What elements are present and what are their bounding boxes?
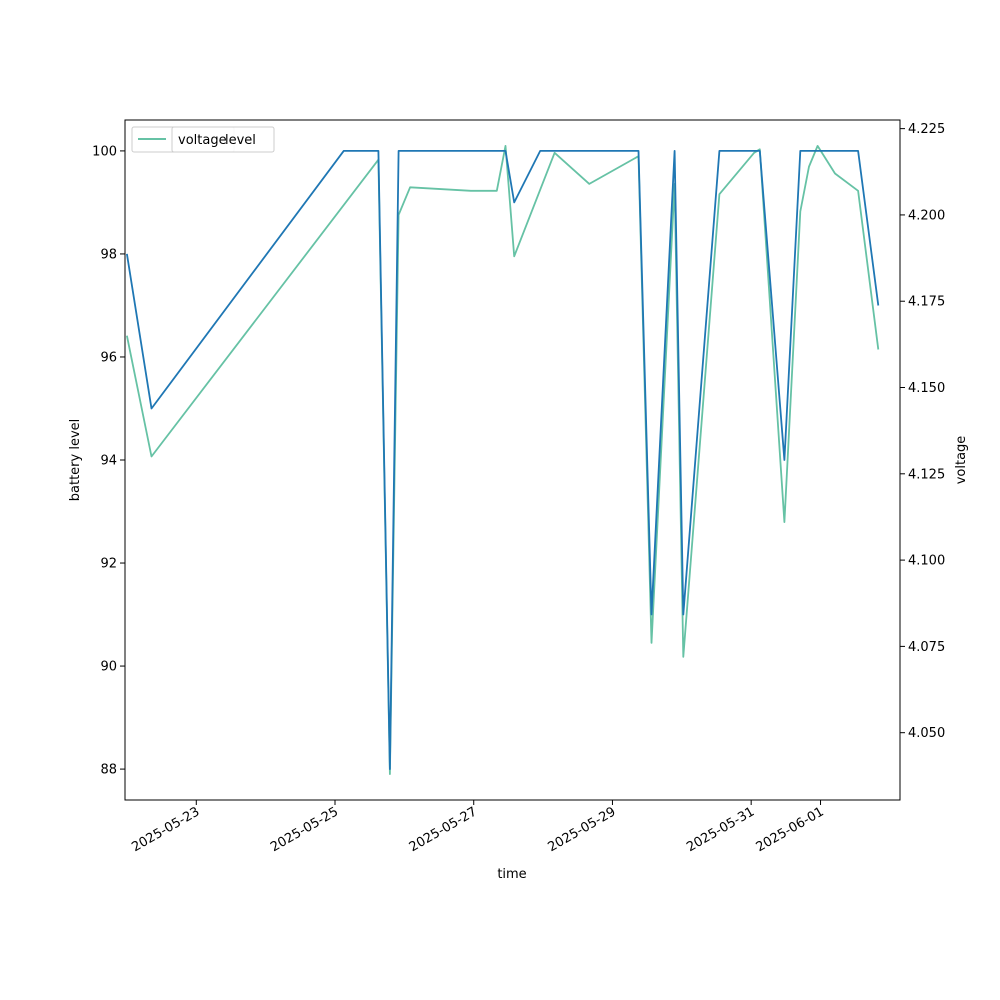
legend-label-voltage: voltage	[178, 133, 227, 148]
right-tick-label: 4.075	[908, 640, 945, 655]
right-tick-label: 4.050	[908, 726, 945, 741]
left-tick-label: 90	[100, 660, 117, 675]
series-layer	[126, 144, 880, 775]
series-line-level	[126, 149, 880, 770]
left-tick-label: 92	[100, 557, 117, 572]
right-tick-label: 4.175	[908, 295, 945, 310]
left-tick-label: 96	[100, 350, 117, 365]
right-axis-ticks: 4.050 4.075 4.100 4.125 4.150 4.175 4.200 4.225	[900, 122, 945, 741]
legend-label-level: level	[225, 133, 256, 148]
right-tick-label: 4.150	[908, 381, 945, 396]
right-tick-label: 4.125	[908, 467, 945, 482]
left-tick-label: 88	[100, 763, 117, 778]
left-tick-label: 100	[92, 144, 117, 159]
left-tick-label: 94	[100, 454, 117, 469]
legend-box-level	[171, 126, 275, 153]
left-axis-label: battery level	[68, 419, 83, 502]
legend: level voltage	[131, 126, 275, 153]
right-tick-label: 4.200	[908, 208, 945, 223]
right-tick-label: 4.225	[908, 122, 945, 137]
x-axis-label: time	[497, 867, 526, 882]
left-tick-label: 98	[100, 247, 117, 262]
right-tick-label: 4.100	[908, 554, 945, 569]
left-axis-ticks: 88 90 92 94 96 98 100	[92, 144, 125, 778]
right-axis-label: voltage	[954, 436, 969, 485]
